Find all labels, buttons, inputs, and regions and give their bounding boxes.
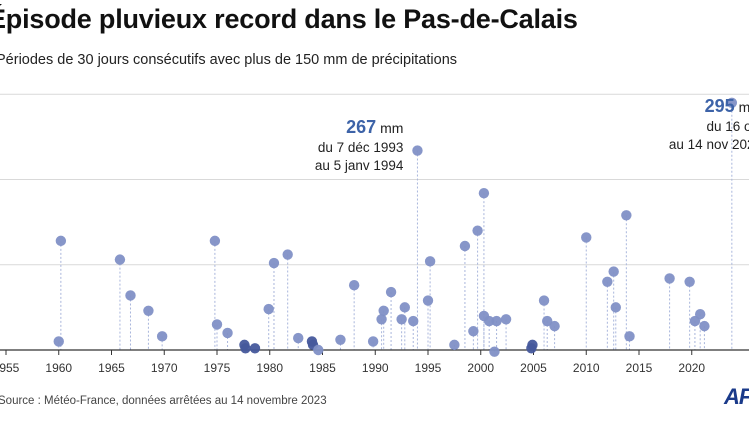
x-tick-label: 1980 — [256, 361, 283, 375]
data-point — [694, 308, 706, 320]
x-tick-label: 1965 — [98, 361, 125, 375]
source-note: Source : Météo-France, données arrêtées … — [0, 395, 327, 407]
annotation-value: 267 mm — [346, 117, 403, 137]
data-point — [209, 235, 221, 247]
annotation-line: au 5 janv 1994 — [315, 158, 404, 173]
data-point — [249, 343, 261, 354]
chart-title: Épisode pluvieux record dans le Pas-de-C… — [0, 4, 578, 34]
data-point — [396, 314, 407, 325]
data-point — [143, 305, 154, 316]
annotation: 295mm du 16 oct au 14 nov 2023 — [669, 96, 749, 152]
annotation: 267 mm du 7 déc 1993 au 5 janv 1994 — [315, 117, 404, 173]
data-point — [459, 240, 471, 252]
data-point — [527, 339, 538, 351]
x-tick-label: 2005 — [520, 361, 547, 375]
data-point — [412, 145, 423, 156]
data-point — [240, 343, 251, 354]
data-point — [367, 336, 379, 347]
data-point — [376, 314, 387, 325]
data-point — [549, 320, 560, 332]
data-point — [483, 315, 495, 327]
x-tick-label: 2015 — [626, 361, 653, 375]
data-point — [489, 346, 500, 357]
data-point — [114, 254, 126, 265]
x-tick-label: 1995 — [415, 361, 442, 375]
x-tick-label: 1970 — [151, 361, 178, 375]
data-point — [399, 302, 410, 313]
data-point — [621, 210, 632, 221]
x-tick-label: 1990 — [362, 361, 389, 375]
data-point — [268, 257, 280, 269]
x-tick-label: 1960 — [45, 361, 72, 375]
data-point — [608, 266, 619, 277]
data-point — [500, 314, 512, 325]
data-point — [542, 315, 553, 327]
data-point — [602, 276, 613, 287]
data-point — [408, 315, 419, 327]
afp-logo: AFP — [724, 384, 749, 409]
data-point — [624, 331, 635, 342]
data-point — [211, 319, 223, 330]
data-point — [282, 249, 293, 260]
data-point — [335, 334, 346, 345]
x-tick-label: 1975 — [204, 361, 231, 375]
data-point — [263, 303, 274, 315]
data-point — [684, 276, 695, 287]
data-point — [222, 327, 233, 339]
data-point — [664, 273, 675, 284]
x-tick-label: 2010 — [573, 361, 600, 375]
data-point — [581, 232, 592, 243]
data-point — [610, 302, 621, 313]
x-tick-label: 1985 — [309, 361, 336, 375]
data-point — [726, 97, 738, 108]
data-point — [538, 295, 550, 306]
data-point — [378, 305, 389, 316]
chart-subtitle: Périodes de 30 jours consécutifs avec pl… — [0, 52, 458, 68]
annotation-line: au 14 nov 2023 — [669, 137, 749, 152]
data-point — [348, 280, 360, 291]
data-point — [449, 339, 460, 351]
data-point — [424, 256, 436, 267]
data-point — [55, 235, 67, 247]
x-tick-label: 2000 — [467, 361, 494, 375]
data-point — [422, 295, 434, 306]
data-point — [699, 320, 710, 332]
data-point — [385, 286, 397, 298]
data-point — [53, 336, 64, 347]
data-point — [468, 326, 479, 337]
data-point — [313, 344, 324, 356]
annotation-line: du 7 déc 1993 — [318, 140, 404, 155]
data-point — [125, 290, 136, 301]
data-point — [491, 315, 502, 327]
x-tick-label: 1955 — [0, 361, 20, 375]
x-tick-label: 2020 — [678, 361, 705, 375]
data-point — [156, 331, 168, 342]
annotation-value: 295mm — [705, 96, 749, 116]
annotation-line: du 16 oct — [706, 119, 749, 134]
data-point — [478, 187, 490, 199]
data-point — [293, 332, 304, 344]
data-point — [472, 225, 483, 236]
